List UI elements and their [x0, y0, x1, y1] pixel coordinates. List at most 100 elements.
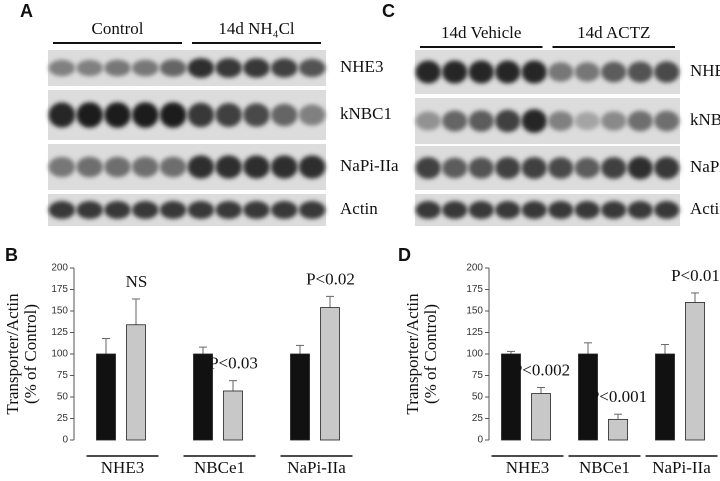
- blot-band: [104, 156, 131, 178]
- x-tick-label: NBCe1: [194, 458, 245, 477]
- blot-label: Actin: [340, 199, 378, 218]
- y-tick-label: 25: [57, 413, 69, 424]
- blot-band: [187, 201, 215, 219]
- bar: [320, 307, 340, 441]
- blot-band: [574, 157, 600, 179]
- blot-band: [215, 155, 243, 179]
- y-tick-label: 50: [472, 392, 484, 403]
- blot-band: [415, 157, 441, 179]
- bar: [655, 353, 675, 441]
- bar: [126, 324, 146, 441]
- blot-band: [442, 60, 468, 84]
- blot-label: NaPi-IIa: [340, 156, 399, 175]
- blot-band: [159, 201, 187, 219]
- blot-band: [495, 201, 521, 219]
- blot-band: [468, 60, 494, 84]
- blot-band: [548, 201, 574, 219]
- blot-band: [48, 102, 76, 128]
- y-tick-label: 100: [466, 349, 483, 360]
- blot-band: [548, 62, 574, 82]
- y-axis-label: Transporter/Actin: [3, 293, 22, 415]
- y-tick-label: 150: [51, 306, 68, 317]
- blot-band: [654, 201, 680, 219]
- group-label: 14d ACTZ: [577, 23, 650, 42]
- blot-band: [574, 111, 600, 131]
- blot-band: [243, 155, 270, 179]
- blot-band: [243, 201, 270, 219]
- blot-band: [627, 61, 653, 83]
- y-axis-label: (% of Control): [21, 304, 40, 404]
- bar: [223, 390, 243, 441]
- blot-band: [76, 156, 104, 178]
- blot-band: [521, 60, 547, 84]
- x-tick-label: NaPi-IIa: [652, 458, 711, 477]
- blot-label: Actin: [690, 199, 720, 218]
- annotation: P<0.01: [671, 266, 720, 285]
- panel-letter: A: [20, 1, 33, 21]
- annotation: P<0.002: [513, 360, 570, 379]
- blot-band: [442, 157, 468, 179]
- blot-band: [298, 58, 326, 78]
- blot-label: NaPi-IIa: [690, 157, 720, 176]
- blot-label: NHE3: [340, 57, 383, 76]
- y-tick-label: 200: [466, 263, 483, 274]
- blot-band: [270, 155, 298, 179]
- group-label: Control: [92, 19, 144, 38]
- y-tick-label: 175: [51, 284, 68, 295]
- blot-band: [442, 110, 468, 132]
- blot-band: [548, 111, 574, 131]
- blot-label: kNBC1: [690, 110, 720, 129]
- blot-band: [270, 58, 298, 78]
- blot-band: [495, 109, 521, 133]
- blot-band: [131, 102, 159, 128]
- blot-band: [48, 201, 76, 219]
- panel-letter: D: [398, 245, 411, 265]
- blot-band: [654, 156, 680, 180]
- blot-band: [495, 60, 521, 84]
- blot-band: [548, 157, 574, 179]
- bar: [578, 353, 598, 441]
- x-tick-label: NHE3: [101, 458, 144, 477]
- x-tick-label: NBCe1: [579, 458, 630, 477]
- bar: [193, 353, 213, 441]
- blot-band: [574, 62, 600, 82]
- blot-band: [654, 61, 680, 83]
- blot-band: [104, 59, 131, 77]
- blot-band: [601, 201, 627, 219]
- bar: [290, 353, 310, 441]
- blot-band: [48, 156, 76, 178]
- group-label: 14d Vehicle: [441, 23, 521, 42]
- y-tick-label: 75: [472, 370, 484, 381]
- annotation: P<0.001: [590, 387, 647, 406]
- blot-band: [131, 156, 159, 178]
- blot-band: [627, 201, 653, 219]
- blot-band: [215, 201, 243, 219]
- y-tick-label: 150: [466, 306, 483, 317]
- blot-band: [627, 156, 653, 180]
- y-axis-label: Transporter/Actin: [403, 293, 422, 415]
- blot-band: [601, 157, 627, 179]
- blot-band: [415, 111, 441, 131]
- blot-band: [442, 201, 468, 219]
- blot-band: [187, 58, 215, 78]
- blot-band: [104, 201, 131, 219]
- blot-band: [574, 201, 600, 219]
- annotation: P<0.03: [209, 354, 258, 373]
- blot-band: [76, 102, 104, 128]
- blot-band: [243, 103, 270, 127]
- blot-band: [521, 157, 547, 179]
- blot-band: [270, 103, 298, 127]
- blot-band: [131, 59, 159, 77]
- y-tick-label: 0: [477, 435, 483, 446]
- y-tick-label: 25: [472, 413, 484, 424]
- panel-letter: B: [5, 245, 18, 265]
- blot-band: [243, 58, 270, 78]
- blot-band: [104, 102, 131, 128]
- blot-band: [468, 201, 494, 219]
- annotation: P<0.02: [306, 269, 355, 288]
- blot-band: [627, 110, 653, 132]
- y-tick-label: 75: [57, 370, 69, 381]
- panel-letter: C: [382, 1, 395, 21]
- bar: [608, 418, 628, 441]
